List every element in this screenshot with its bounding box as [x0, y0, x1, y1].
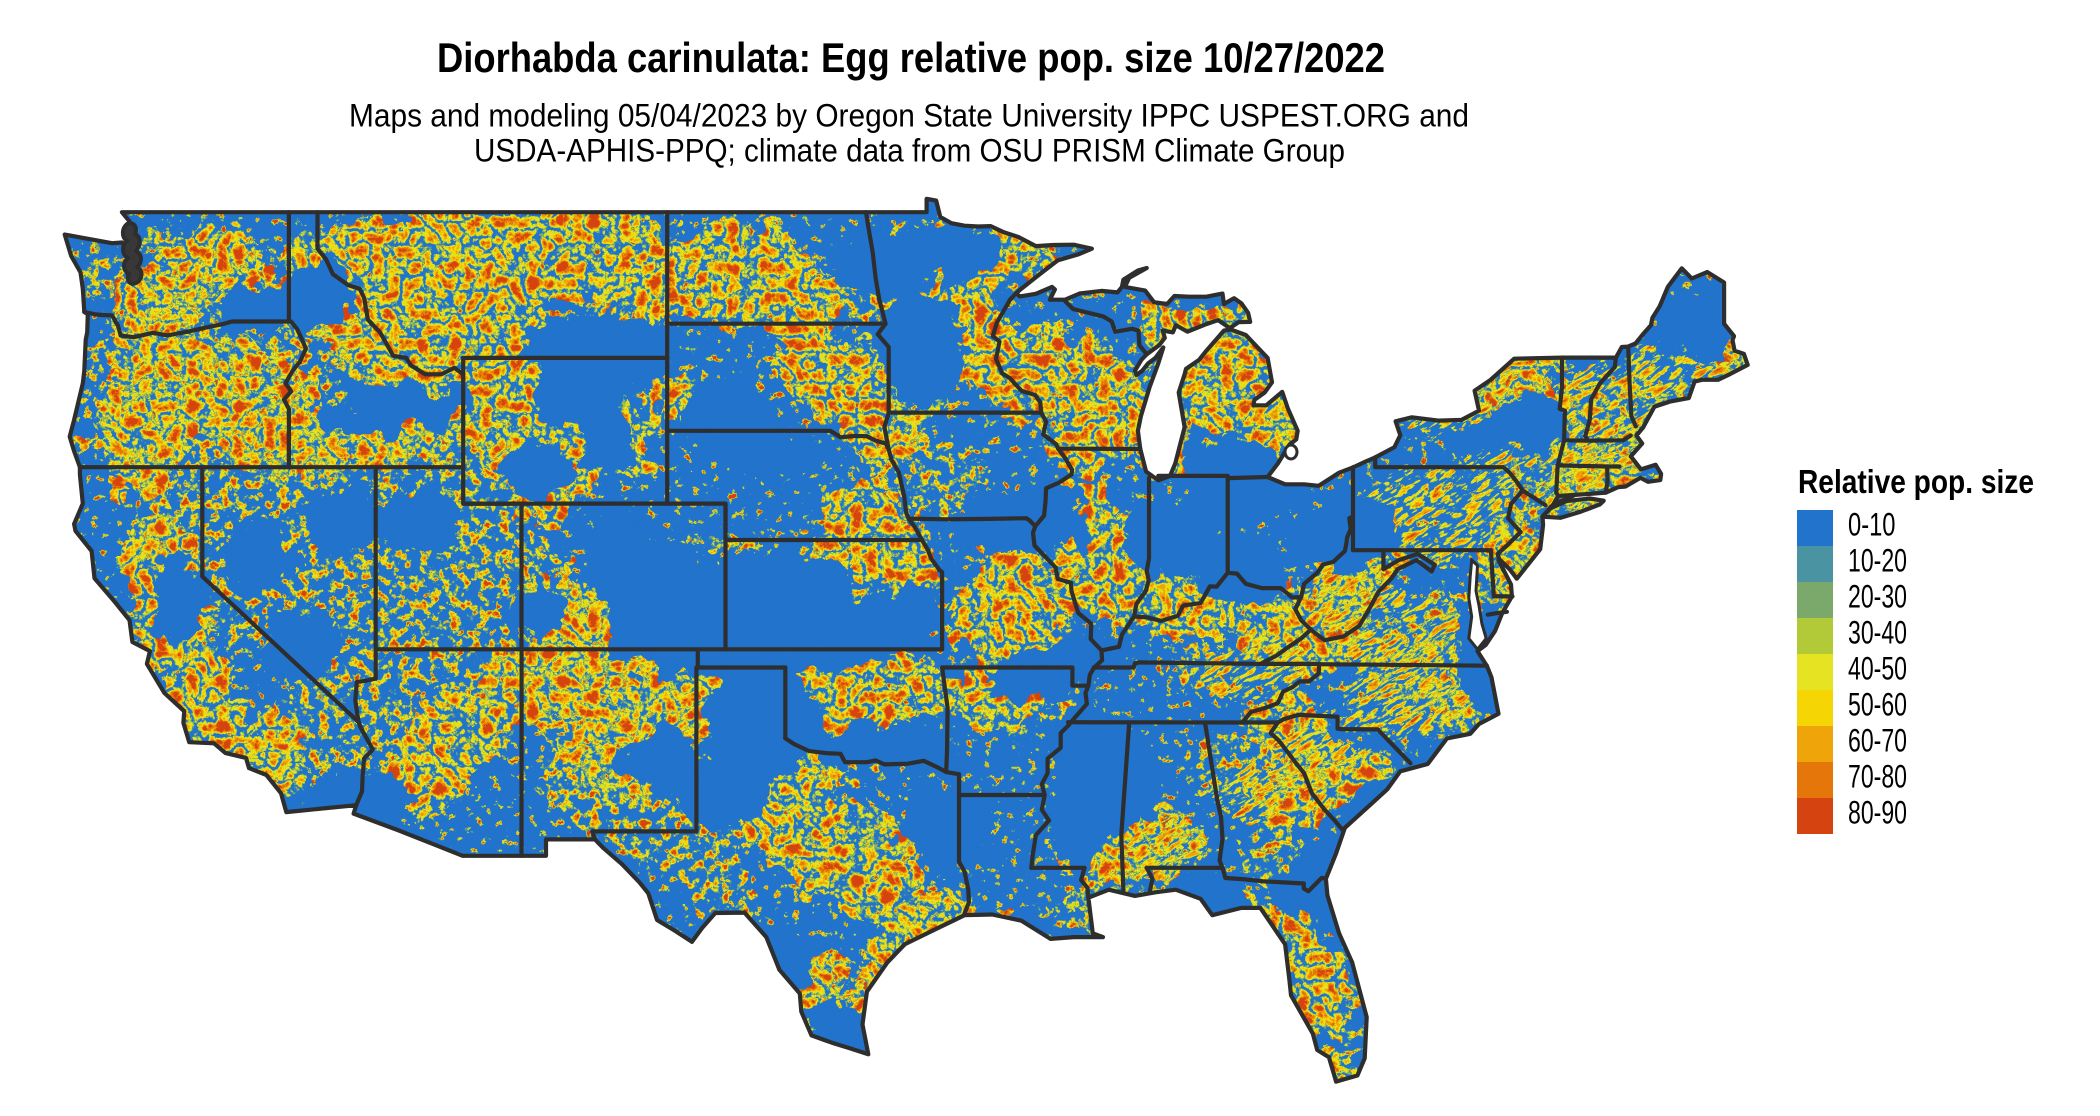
- svg-text:80-90: 80-90: [1848, 795, 1907, 831]
- svg-text:Maps and modeling 05/04/2023 b: Maps and modeling 05/04/2023 by Oregon S…: [349, 98, 1469, 134]
- svg-text:60-70: 60-70: [1848, 723, 1907, 759]
- svg-text:Relative pop. size: Relative pop. size: [1798, 463, 2034, 500]
- svg-text:30-40: 30-40: [1848, 615, 1907, 651]
- svg-text:10-20: 10-20: [1848, 543, 1907, 579]
- svg-text:50-60: 50-60: [1848, 687, 1907, 723]
- svg-text:USDA-APHIS-PPQ; climate data f: USDA-APHIS-PPQ; climate data from OSU PR…: [474, 133, 1345, 169]
- svg-text:40-50: 40-50: [1848, 651, 1907, 687]
- svg-text:0-10: 0-10: [1848, 507, 1896, 543]
- svg-text:20-30: 20-30: [1848, 579, 1907, 615]
- svg-text:Diorhabda carinulata: Egg rela: Diorhabda carinulata: Egg relative pop. …: [437, 34, 1385, 81]
- svg-text:70-80: 70-80: [1848, 759, 1907, 795]
